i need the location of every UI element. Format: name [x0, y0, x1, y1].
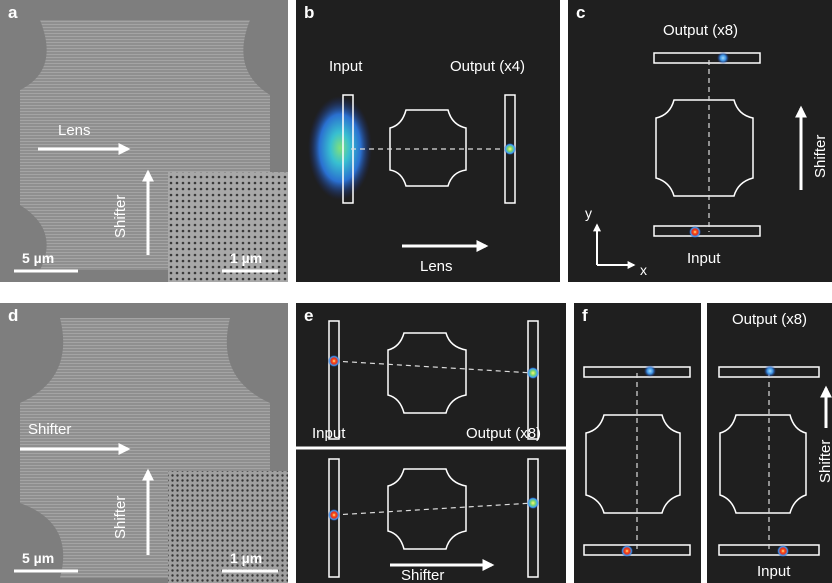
device-outline — [389, 109, 467, 187]
output-spot-right — [764, 365, 776, 377]
output-label: Output (x8) — [732, 311, 808, 328]
lens-label: Lens — [420, 258, 453, 275]
output-spot — [717, 52, 729, 64]
output-label: Output (x8) — [663, 22, 739, 39]
input-spot-left — [621, 545, 633, 557]
input-spot-bottom — [328, 509, 340, 521]
device-outline-top — [387, 332, 467, 414]
panel-letter: e — [304, 306, 314, 325]
panel-f: f Output (x8) Input Shifter — [574, 303, 832, 583]
shifter-label: Shifter — [817, 439, 832, 483]
x-axis-label: x — [640, 262, 647, 278]
sem-lens-shifter-image — [0, 0, 288, 282]
field-map-shifter — [593, 52, 807, 269]
panel-d: d Shifter Shifter 5 µm 1 µm — [0, 303, 288, 583]
output-spot-top — [527, 367, 539, 379]
output-label: Output (x4) — [450, 58, 526, 75]
input-label: Input — [757, 563, 791, 580]
shifter-v-label: Shifter — [112, 495, 129, 539]
inset-hole-pattern — [168, 172, 288, 282]
input-spot-top — [328, 355, 340, 367]
panel-a: a Lens Shifter 5 µm 1 µm — [0, 0, 288, 282]
output-label: Output (x8) — [466, 425, 542, 442]
device-outline-right — [719, 414, 807, 514]
panel-letter: f — [582, 306, 588, 325]
inset-hole-pattern — [168, 471, 288, 583]
sem-shifter-image — [0, 303, 288, 583]
shifter-label: Shifter — [812, 134, 829, 178]
panel-b: b Input Output (x4) Lens — [296, 0, 560, 282]
panel-letter: a — [8, 3, 18, 22]
shifter-label: Shifter — [112, 194, 129, 238]
panel-letter: b — [304, 3, 315, 22]
input-label: Input — [329, 58, 363, 75]
lens-label: Lens — [58, 122, 91, 139]
panel-letter: c — [576, 3, 586, 22]
panel-e: e Input Output (x8) Shifter — [296, 303, 566, 583]
y-axis-label: y — [585, 205, 592, 221]
field-map-lens — [308, 94, 516, 252]
inset-scale-label: 1 µm — [230, 550, 263, 566]
field-map-shifter-pair — [296, 320, 566, 578]
field-map-shifter-scan — [583, 365, 832, 557]
panel-c: c Output (x8) Input Shifter y x — [568, 0, 832, 282]
scale-label: 5 µm — [22, 550, 55, 566]
device-outline — [655, 99, 754, 197]
output-waveguide — [653, 52, 761, 64]
input-spot-right — [777, 545, 789, 557]
input-label: Input — [312, 425, 346, 442]
device-outline-left — [585, 414, 681, 514]
output-spot — [504, 143, 516, 155]
input-spot — [689, 226, 701, 238]
output-spot-left — [644, 365, 656, 377]
output-spot-bottom — [527, 497, 539, 509]
panel-letter: d — [8, 306, 19, 325]
device-outline-bottom — [387, 468, 467, 550]
inset-scale-label: 1 µm — [230, 250, 263, 266]
input-waveguide — [653, 225, 761, 237]
shifter-h-label: Shifter — [28, 421, 72, 438]
scale-label: 5 µm — [22, 250, 55, 266]
input-beam — [308, 96, 372, 200]
input-label: Input — [687, 250, 721, 267]
shifter-label: Shifter — [401, 567, 445, 583]
